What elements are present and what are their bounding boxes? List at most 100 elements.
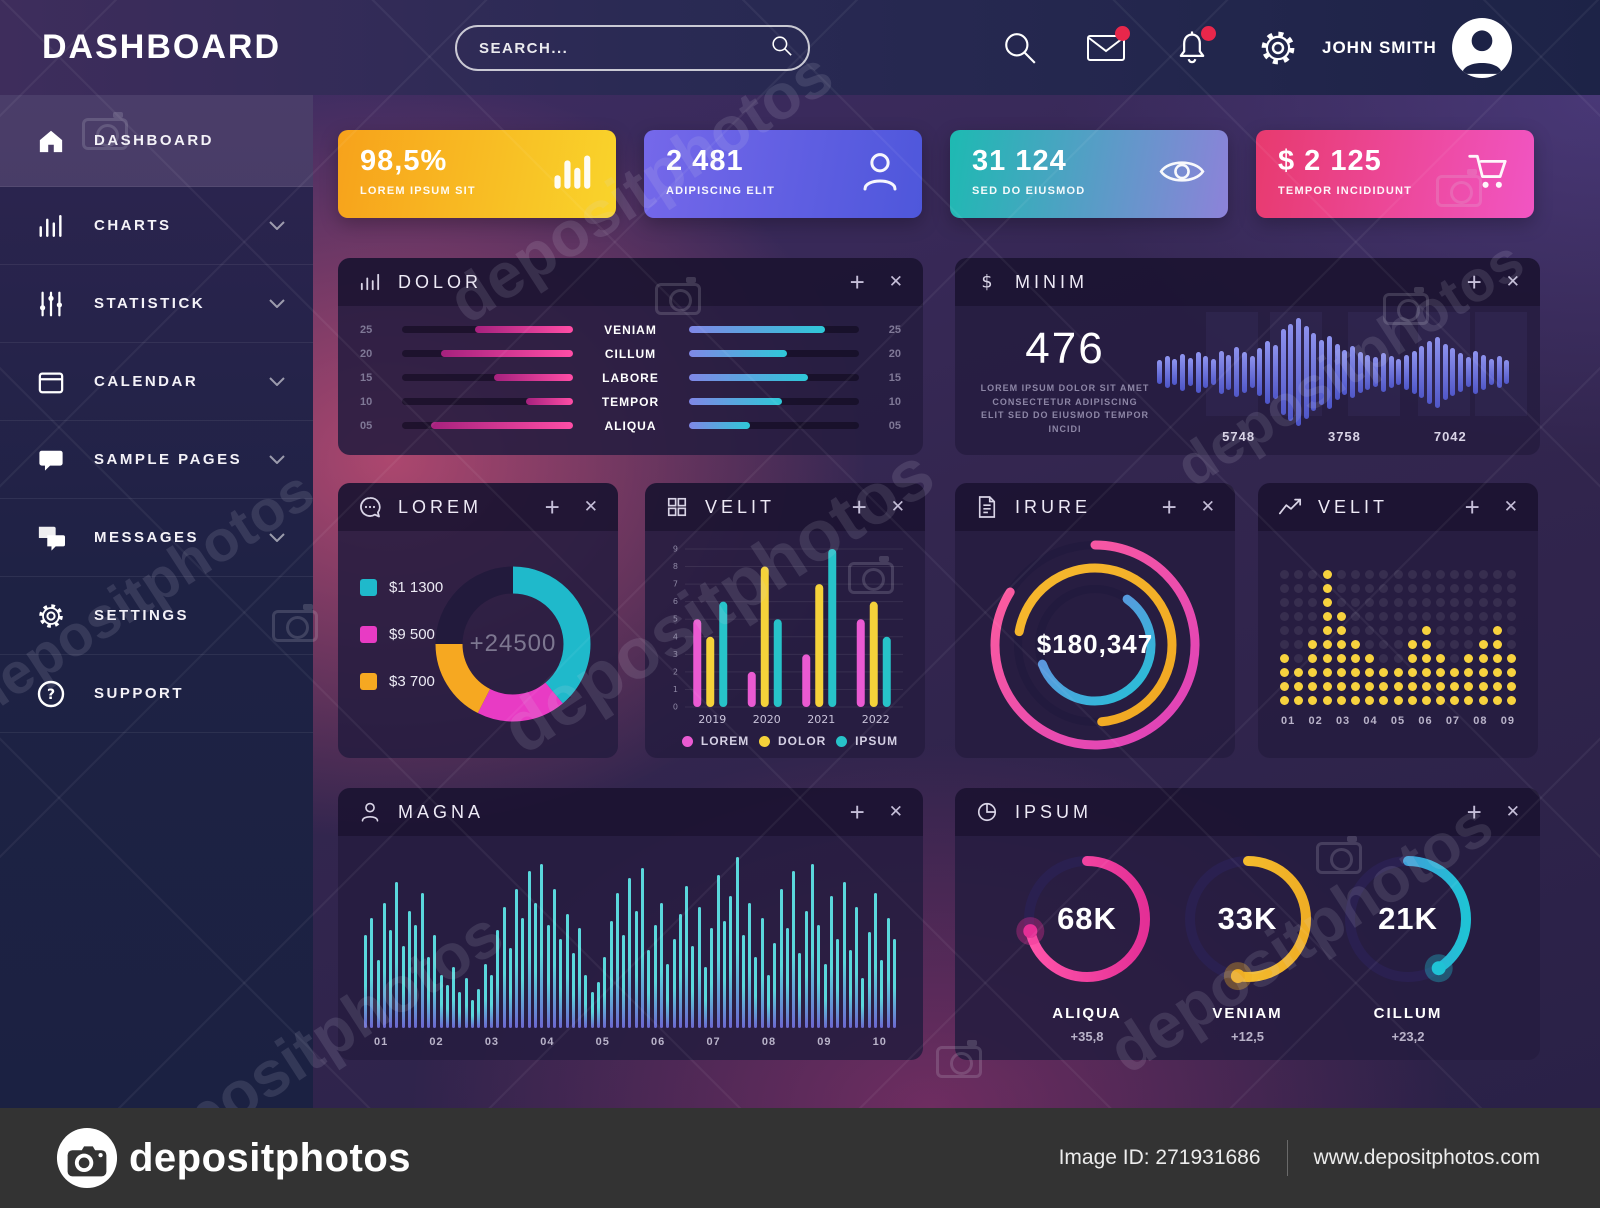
axis-tick: 06 bbox=[1418, 715, 1433, 727]
panel-lorem-header: LOREM + ✕ bbox=[338, 483, 618, 531]
panel-add-button[interactable]: + bbox=[1464, 492, 1480, 522]
search-input[interactable] bbox=[479, 39, 770, 57]
wave-bar bbox=[1203, 356, 1209, 388]
stat-card-adipiscing-elit[interactable]: 2 481 ADIPISCING ELIT bbox=[644, 130, 922, 218]
svg-text:9: 9 bbox=[673, 545, 678, 554]
notifications-button[interactable] bbox=[1172, 25, 1216, 68]
wave-bar bbox=[1380, 352, 1386, 392]
legend-swatch bbox=[360, 626, 377, 643]
panel-close-button[interactable]: ✕ bbox=[1200, 497, 1215, 516]
waveform-x-labels: 5748 3758 7042 bbox=[1151, 429, 1516, 449]
sidebar-item-dashboard[interactable]: DASHBOARD bbox=[0, 95, 313, 187]
mail-button[interactable] bbox=[1086, 25, 1130, 68]
wave-bar bbox=[1187, 358, 1193, 386]
minim-chart: 476 LOREM IPSUM DOLOR SIT AMET CONSECTET… bbox=[955, 306, 1540, 455]
panel-add-button[interactable]: + bbox=[544, 492, 560, 522]
dot bbox=[1365, 626, 1375, 635]
dot-column bbox=[1336, 570, 1346, 705]
bar-track bbox=[688, 422, 859, 429]
dot bbox=[1492, 570, 1502, 579]
svg-text:2022: 2022 bbox=[862, 713, 890, 726]
panel-ipsum-header: IPSUM + ✕ bbox=[955, 788, 1540, 836]
dense-bar bbox=[458, 992, 462, 1028]
bar-right bbox=[688, 374, 808, 381]
dot bbox=[1350, 598, 1360, 607]
dense-bar bbox=[590, 992, 594, 1028]
dense-bar bbox=[445, 985, 449, 1028]
wave-bar bbox=[1458, 352, 1464, 392]
dot-column bbox=[1308, 570, 1318, 705]
dot bbox=[1294, 640, 1304, 649]
legend-item: LOREM bbox=[681, 734, 749, 748]
axis-tick: 15 bbox=[360, 371, 373, 384]
dot bbox=[1478, 584, 1488, 593]
wave-bar bbox=[1434, 336, 1440, 408]
dense-bar bbox=[836, 939, 840, 1028]
panel-close-button[interactable]: ✕ bbox=[1505, 272, 1520, 291]
dot-column bbox=[1280, 570, 1289, 705]
panel-close-button[interactable]: ✕ bbox=[890, 497, 905, 516]
dense-bar bbox=[628, 878, 632, 1028]
panel-add-button[interactable]: + bbox=[1466, 267, 1482, 297]
dense-bar bbox=[584, 975, 588, 1028]
panel-close-button[interactable]: ✕ bbox=[888, 802, 903, 821]
panel-close-button[interactable]: ✕ bbox=[1503, 497, 1518, 516]
panel-add-button[interactable]: + bbox=[851, 492, 867, 522]
sidebar-item-charts[interactable]: CHARTS bbox=[0, 187, 313, 265]
dense-bar bbox=[634, 911, 638, 1028]
dense-bar bbox=[615, 893, 619, 1028]
notifications-dot bbox=[1201, 25, 1216, 41]
dot bbox=[1294, 598, 1304, 607]
dot bbox=[1393, 640, 1403, 649]
wave-bar bbox=[1295, 318, 1301, 426]
dot bbox=[1322, 654, 1332, 663]
dense-bar bbox=[540, 864, 544, 1028]
eye-icon bbox=[1158, 155, 1206, 194]
sidebar-item-calendar[interactable]: CALENDAR bbox=[0, 343, 313, 421]
dot bbox=[1336, 570, 1346, 579]
svg-text:$: $ bbox=[981, 273, 992, 293]
search-button[interactable] bbox=[1000, 28, 1040, 68]
sidebar-item-settings[interactable]: SETTINGS bbox=[0, 577, 313, 655]
dot bbox=[1322, 598, 1332, 607]
dense-bar bbox=[376, 960, 380, 1028]
dot bbox=[1294, 654, 1304, 663]
dense-bar bbox=[741, 935, 745, 1028]
sidebar-item-statistick[interactable]: STATISTICK bbox=[0, 265, 313, 343]
panel-add-button[interactable]: + bbox=[849, 267, 865, 297]
website-link[interactable]: www.depositphotos.com bbox=[1313, 1146, 1540, 1169]
dot-column bbox=[1365, 570, 1375, 705]
magna-chart: 01 02 03 04 05 06 07 08 09 10 bbox=[338, 836, 923, 1056]
sidebar-item-messages[interactable]: MESSAGES bbox=[0, 499, 313, 577]
panel-close-button[interactable]: ✕ bbox=[583, 497, 598, 516]
legend-label: DOLOR bbox=[777, 734, 827, 748]
chevron-down-icon bbox=[269, 529, 285, 547]
dot bbox=[1336, 682, 1346, 691]
avatar[interactable] bbox=[1452, 18, 1512, 78]
dense-bar bbox=[420, 893, 424, 1028]
dense-bar bbox=[559, 939, 563, 1028]
dot bbox=[1393, 626, 1403, 635]
gauge-cillum: 21K CILLUM +23,2 bbox=[1328, 844, 1488, 1044]
stat-card-lorem-ipsum-sit[interactable]: 98,5% LOREM IPSUM SIT bbox=[338, 130, 616, 218]
wave-bar bbox=[1226, 354, 1232, 390]
dense-bar-chart bbox=[364, 850, 897, 1028]
panel-add-button[interactable]: + bbox=[849, 797, 865, 827]
stat-card-tempor-incididunt[interactable]: $ 2 125 TEMPOR INCIDIDUNT bbox=[1256, 130, 1534, 218]
gauge-arc bbox=[1016, 856, 1150, 982]
wave-bar bbox=[1319, 339, 1325, 405]
axis-tick: 10 bbox=[888, 395, 901, 408]
panel-add-button[interactable]: + bbox=[1466, 797, 1482, 827]
panel-close-button[interactable]: ✕ bbox=[888, 272, 903, 291]
chevron-down-icon bbox=[269, 451, 285, 469]
dense-bar bbox=[735, 857, 739, 1028]
panel-close-button[interactable]: ✕ bbox=[1505, 802, 1520, 821]
stat-card-sed-do-eiusmod[interactable]: 31 124 SED DO EIUSMOD bbox=[950, 130, 1228, 218]
sidebar-item-sample-pages[interactable]: SAMPLE PAGES bbox=[0, 421, 313, 499]
sidebar-item-support[interactable]: ? SUPPORT bbox=[0, 655, 313, 733]
dot bbox=[1421, 640, 1431, 649]
axis-tick: 5748 bbox=[1222, 429, 1256, 444]
panel-add-button[interactable]: + bbox=[1161, 492, 1177, 522]
dot bbox=[1436, 584, 1446, 593]
settings-button[interactable] bbox=[1258, 28, 1298, 68]
